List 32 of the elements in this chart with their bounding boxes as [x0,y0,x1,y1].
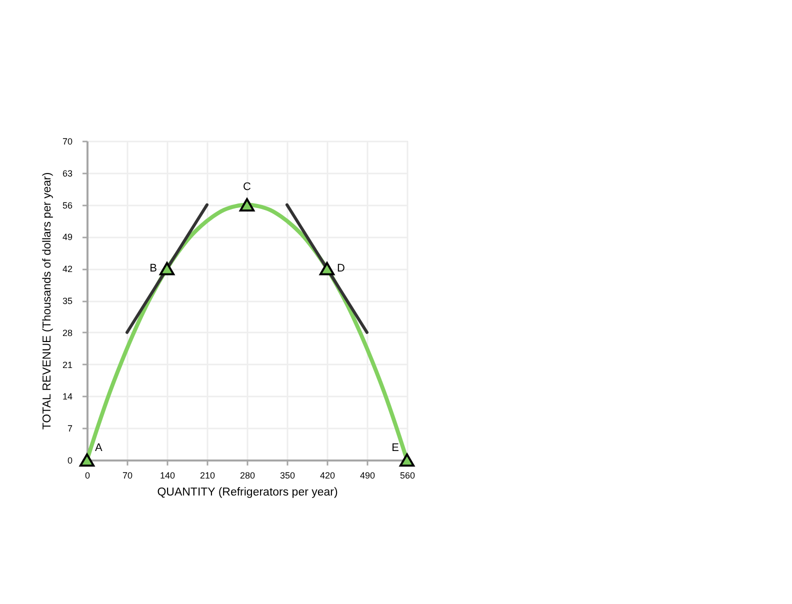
annotation: A [95,442,103,454]
point [239,198,255,212]
x-tick-label: 210 [200,470,216,480]
x-tick-label: 140 [160,470,176,480]
y-tick-label: 21 [62,360,72,370]
y-tick-label: 63 [62,168,72,178]
x-tick-label: 560 [400,470,416,480]
x-tick-label: 0 [84,470,90,480]
point [79,453,95,467]
x-tick-label: 350 [280,470,296,480]
x-tick-label: 490 [360,470,376,480]
annotation: B [150,262,157,275]
y-tick-label: 49 [62,232,72,242]
x-axis-title: QUANTITY (Refrigerators per year) [157,486,338,498]
y-tick-label: 35 [62,296,72,306]
annotation: C [243,180,252,193]
x-tick-label: 280 [240,470,256,480]
y-tick-label: 42 [62,264,72,274]
point [399,453,415,467]
y-axis-title: TOTAL REVENUE (Thousands of dollars per year) [41,172,54,430]
x-tick-label: 70 [122,470,133,480]
y-tick-label: 14 [62,392,72,402]
point [319,262,335,276]
y-tick-label: 70 [62,136,72,146]
y-tick-label: 28 [62,328,72,338]
point [159,262,175,276]
annotation: D [337,262,345,275]
y-tick-label: 56 [62,200,72,210]
y-tick-label: 7 [67,424,72,434]
y-tick-label: 0 [67,456,72,466]
x-tick-label: 420 [320,470,336,480]
annotation: E [392,442,399,454]
